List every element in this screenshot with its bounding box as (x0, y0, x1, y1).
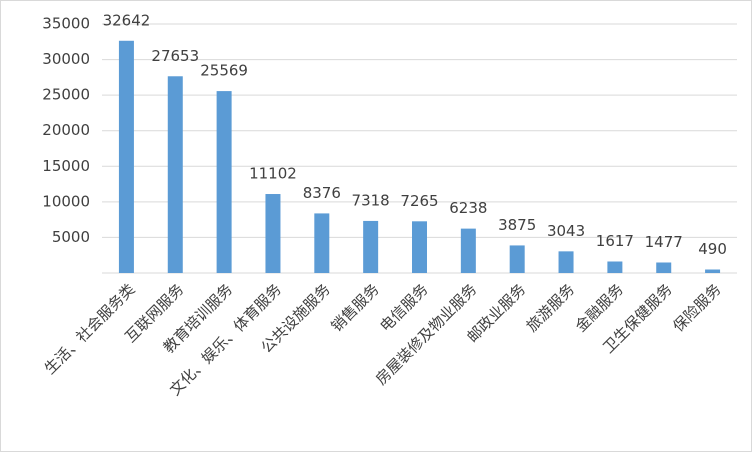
y-tick-label: 10000 (42, 192, 90, 210)
value-label: 7265 (400, 192, 438, 210)
bar (509, 245, 525, 273)
bar (118, 40, 134, 274)
value-label: 8376 (303, 184, 341, 202)
value-label: 11102 (249, 165, 297, 183)
bar (558, 251, 574, 273)
value-label: 25569 (200, 62, 248, 80)
value-label: 27653 (151, 47, 199, 65)
bar (705, 269, 721, 273)
value-label: 1617 (596, 232, 634, 250)
bar (216, 91, 232, 274)
value-label: 3875 (498, 216, 536, 234)
value-label: 490 (698, 240, 727, 258)
bar (314, 213, 330, 273)
value-label: 32642 (103, 11, 151, 29)
bar (656, 262, 672, 273)
value-label: 6238 (449, 199, 487, 217)
bar (607, 261, 623, 273)
y-tick-label: 35000 (42, 15, 90, 33)
bar (265, 194, 281, 273)
y-tick-label: 25000 (42, 86, 90, 104)
bar (412, 221, 427, 273)
bar (363, 220, 379, 273)
value-label: 7318 (352, 191, 390, 209)
y-tick-label: 30000 (42, 50, 90, 68)
bar (167, 76, 183, 274)
y-tick-label: 20000 (42, 121, 90, 139)
bar (460, 228, 476, 273)
value-label: 3043 (547, 222, 585, 240)
y-tick-label: 15000 (42, 157, 90, 175)
value-label: 1477 (645, 233, 683, 251)
y-tick-label: 5000 (52, 228, 90, 246)
